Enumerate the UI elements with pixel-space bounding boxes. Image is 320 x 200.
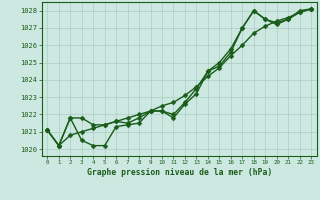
X-axis label: Graphe pression niveau de la mer (hPa): Graphe pression niveau de la mer (hPa) [87,168,272,177]
